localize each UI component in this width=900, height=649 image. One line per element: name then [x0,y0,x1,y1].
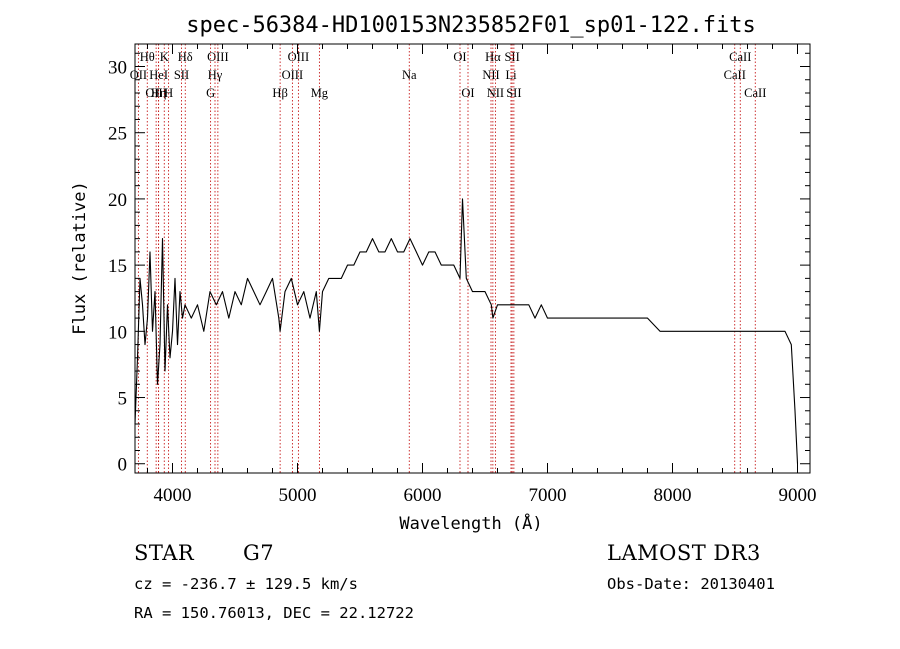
spectrum-series [134,198,799,464]
line-marker-label: Na [402,68,417,82]
line-marker-label: Hδ [178,50,193,64]
line-marker-label: Hβ [272,86,287,100]
survey-name: LAMOST DR3 [607,541,761,565]
x-tick-label: 9000 [779,485,817,506]
redshift-velocity: cz = -236.7 ± 129.5 km/s [134,575,358,593]
line-marker-label: G [206,86,215,100]
plot-frame [134,43,811,474]
line-marker-label: OIII [288,50,310,64]
x-tick-label: 8000 [654,485,692,506]
line-marker-label: CaII [744,86,766,100]
line-marker-label: Li [505,68,517,82]
line-marker-label: SII [174,68,189,82]
line-marker-label: NII [482,68,499,82]
line-marker-label: SII [506,86,521,100]
x-axis: 4000 5000 6000 7000 8000 9000 [147,44,817,506]
line-marker-label: SII [504,50,519,64]
line-marker-label: Hγ [208,68,223,82]
object-subclass: G7 [243,541,275,565]
x-tick-label: 4000 [154,485,192,506]
x-tick-label: 6000 [404,485,442,506]
line-marker-label: K [160,50,169,64]
line-marker-label: OIII [207,50,229,64]
line-marker-label: OIII [282,68,304,82]
x-axis-label: Wavelength (Å) [399,512,542,534]
y-tick-label: 10 [108,322,127,343]
y-tick-label: 0 [118,455,128,476]
object-class: STAR [134,541,195,565]
line-marker-label: H [164,86,173,100]
y-axis: 0 5 10 15 20 25 30 [108,52,810,476]
spectrum-line [134,198,799,464]
chart-title: spec-56384-HD100153N235852F01_sp01-122.f… [186,13,756,38]
line-marker-label: OI [453,50,466,64]
line-marker-label: NII [487,86,504,100]
coordinates: RA = 150.76013, DEC = 22.12722 [134,604,414,622]
y-axis-label: Flux (relative) [70,181,90,335]
y-tick-label: 30 [108,58,127,79]
line-marker-label: Hθ [140,50,155,64]
line-marker-label: CaII [724,68,746,82]
line-marker-label: OII [130,68,147,82]
x-tick-label: 7000 [529,485,567,506]
line-marker-label: Hα [485,50,501,64]
observation-date: Obs-Date: 20130401 [607,575,775,593]
y-tick-label: 5 [118,389,128,410]
line-marker-label: OI [461,86,474,100]
line-marker-label: Mg [311,86,329,100]
line-marker-label: HeI [149,68,168,82]
y-tick-label: 20 [108,190,127,211]
line-marker-label: CaII [729,50,751,64]
y-tick-label: 25 [108,124,127,145]
y-tick-label: 15 [108,256,127,277]
x-tick-label: 5000 [279,485,317,506]
line-marker-label: OIII [145,86,167,100]
